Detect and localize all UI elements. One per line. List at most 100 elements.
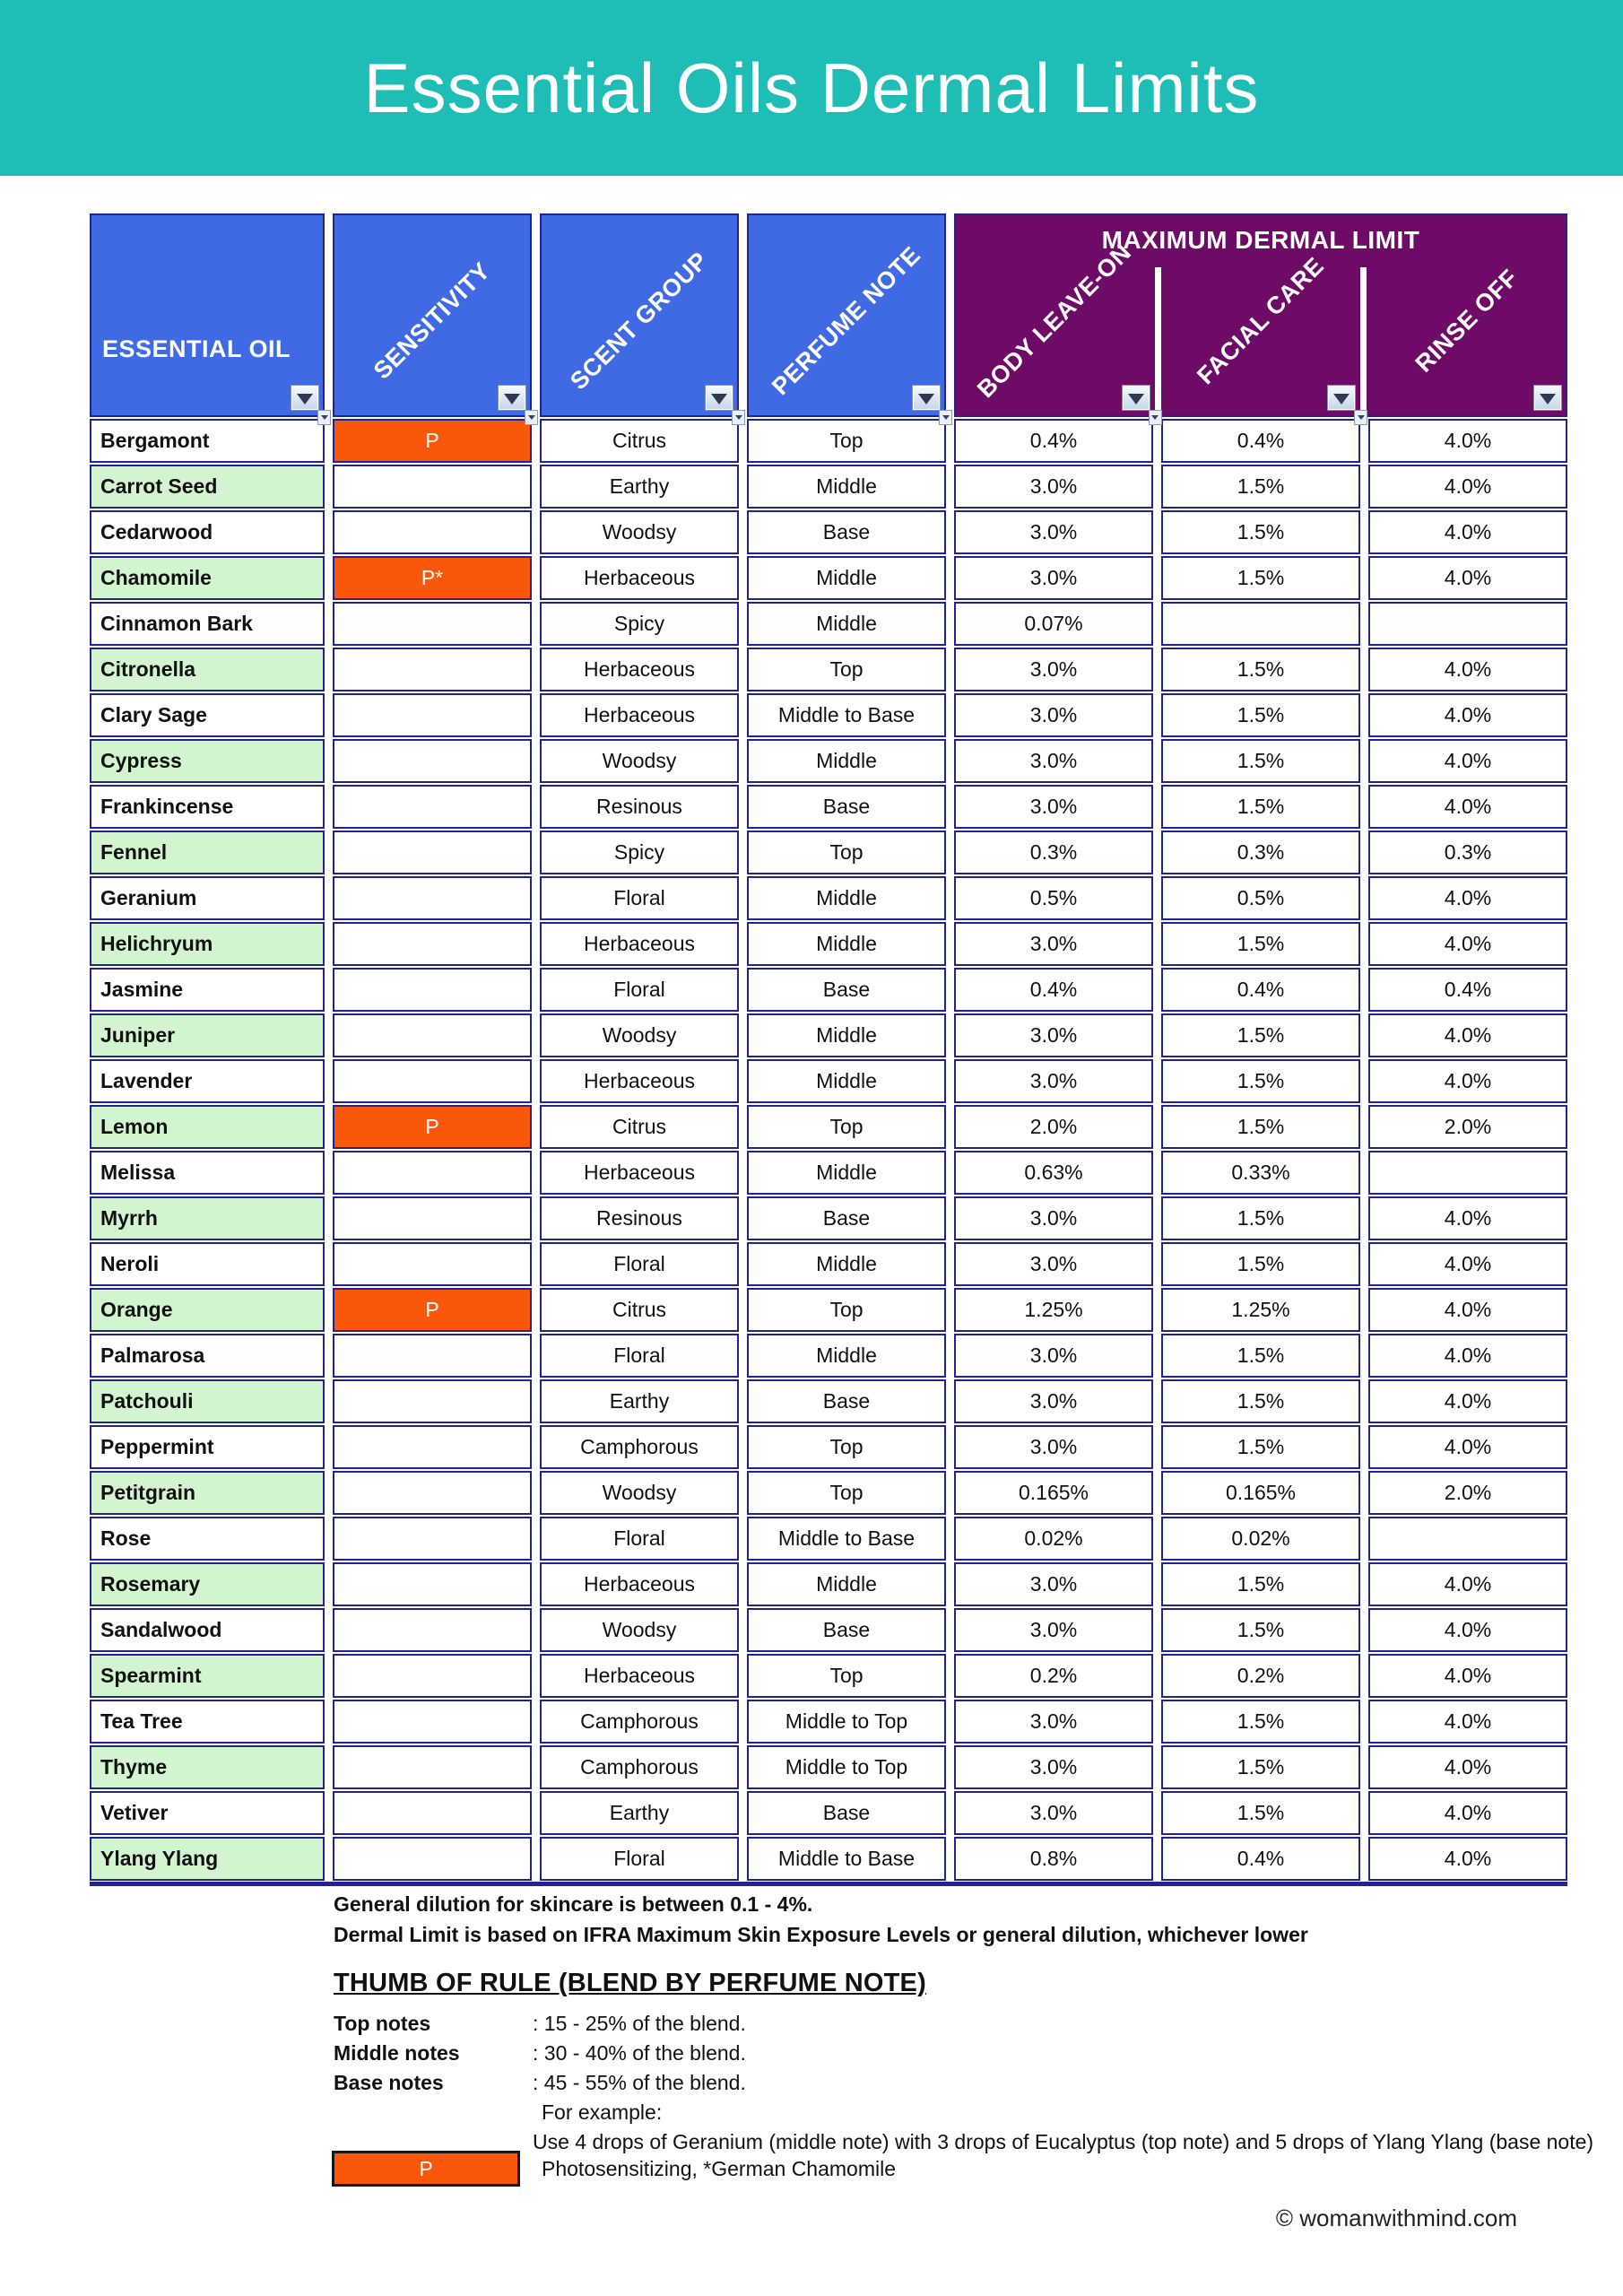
cell-perfume-note: Middle (747, 1242, 946, 1286)
column-header-label: SCENT GROUP (565, 247, 714, 396)
cell-body-leave-on: 3.0% (954, 1791, 1153, 1835)
cell-oil: Chamomile (90, 556, 325, 600)
cell-scent-group: Spicy (540, 602, 739, 646)
filter-mini-button[interactable] (1148, 410, 1162, 425)
cell-facial-care: 1.5% (1161, 739, 1360, 783)
cell-rinse-off: 4.0% (1368, 1288, 1567, 1332)
cell-scent-group: Earthy (540, 1379, 739, 1423)
cell-scent-group: Camphorous (540, 1745, 739, 1789)
title-banner: Essential Oils Dermal Limits (0, 0, 1623, 176)
cell-scent-group: Woodsy (540, 1608, 739, 1652)
cell-oil: Tea Tree (90, 1700, 325, 1744)
cell-body-leave-on: 3.0% (954, 648, 1153, 691)
cell-sensitivity (333, 1562, 532, 1606)
cell-facial-care: 1.25% (1161, 1288, 1360, 1332)
column-header-label: SENSITIVITY (368, 257, 496, 385)
cell-scent-group: Woodsy (540, 1013, 739, 1057)
note-value: : 15 - 25% of the blend. (533, 2012, 746, 2035)
cell-facial-care: 1.5% (1161, 1013, 1360, 1057)
cell-rinse-off: 2.0% (1368, 1105, 1567, 1149)
cell-perfume-note: Middle (747, 1334, 946, 1378)
filter-dropdown-button-rinse-off[interactable] (1533, 385, 1562, 411)
cell-perfume-note: Middle (747, 602, 946, 646)
cell-scent-group: Earthy (540, 465, 739, 509)
column-header-rinse-off: RINSE OFF (1360, 215, 1566, 415)
cell-scent-group: Herbaceous (540, 693, 739, 737)
column-group-maximum-dermal-limit: MAXIMUM DERMAL LIMIT BODY LEAVE-ON FACIA… (954, 213, 1567, 425)
cell-body-leave-on: 3.0% (954, 922, 1153, 966)
cell-sensitivity (333, 1151, 532, 1195)
cell-facial-care: 0.5% (1161, 876, 1360, 920)
cell-facial-care: 1.5% (1161, 1791, 1360, 1835)
cell-body-leave-on: 3.0% (954, 1334, 1153, 1378)
cell-sensitivity (333, 922, 532, 966)
group-subcolumns: BODY LEAVE-ON FACIAL CARE RINSE OFF (956, 215, 1566, 425)
cell-body-leave-on: 3.0% (954, 510, 1153, 554)
filter-dropdown-button-perfume-note[interactable] (912, 385, 941, 411)
cell-scent-group: Camphorous (540, 1425, 739, 1469)
triangle-down-icon (297, 393, 313, 404)
cell-sensitivity (333, 1608, 532, 1652)
cell-perfume-note: Top (747, 1425, 946, 1469)
triangle-down-icon (504, 393, 520, 404)
cell-rinse-off: 4.0% (1368, 1654, 1567, 1698)
cell-scent-group: Herbaceous (540, 1654, 739, 1698)
triangle-down-icon (918, 393, 934, 404)
filter-mini-button[interactable] (939, 410, 952, 425)
cell-oil: Neroli (90, 1242, 325, 1286)
filter-mini-button[interactable] (732, 410, 745, 425)
table-grid: ESSENTIAL OIL SENSITIVITY SCENT GROUP PE… (90, 213, 1567, 1881)
column-header-label: ESSENTIAL OIL (102, 335, 291, 362)
cell-oil: Thyme (90, 1745, 325, 1789)
cell-sensitivity (333, 648, 532, 691)
filter-dropdown-button-sensitivity[interactable] (498, 385, 526, 411)
cell-oil: Ylang Ylang (90, 1837, 325, 1881)
column-header-scent-group: SCENT GROUP (540, 213, 745, 425)
cell-perfume-note: Top (747, 419, 946, 463)
filter-dropdown-button-body-leave-on[interactable] (1121, 385, 1150, 411)
cell-facial-care: 1.5% (1161, 1059, 1360, 1103)
cell-perfume-note: Base (747, 1379, 946, 1423)
cell-rinse-off: 4.0% (1368, 1791, 1567, 1835)
cell-sensitivity (333, 831, 532, 874)
note-label: Base notes (334, 2071, 444, 2094)
filter-mini-button[interactable] (317, 410, 331, 425)
cell-body-leave-on: 0.8% (954, 1837, 1153, 1881)
cell-sensitivity (333, 1196, 532, 1240)
cell-perfume-note: Base (747, 1608, 946, 1652)
cell-perfume-note: Middle (747, 876, 946, 920)
cell-sensitivity (333, 785, 532, 829)
cell-sensitivity: P* (333, 556, 532, 600)
filter-mini-button[interactable] (1354, 410, 1368, 425)
cell-perfume-note: Middle (747, 922, 946, 966)
cell-rinse-off: 4.0% (1368, 1837, 1567, 1881)
filter-dropdown-button-essential-oil[interactable] (291, 385, 319, 411)
cell-oil: Geranium (90, 876, 325, 920)
legend-text: Photosensitizing, *German Chamomile (542, 2156, 897, 2180)
cell-body-leave-on: 0.07% (954, 602, 1153, 646)
filter-mini-button[interactable] (525, 410, 538, 425)
cell-body-leave-on: 3.0% (954, 1425, 1153, 1469)
cell-rinse-off: 4.0% (1368, 785, 1567, 829)
cell-sensitivity (333, 1745, 532, 1789)
cell-facial-care: 1.5% (1161, 1562, 1360, 1606)
cell-oil: Bergamont (90, 419, 325, 463)
cell-scent-group: Camphorous (540, 1700, 739, 1744)
cell-body-leave-on: 3.0% (954, 1379, 1153, 1423)
cell-perfume-note: Top (747, 648, 946, 691)
thumb-of-rule-heading: THUMB OF RULE (BLEND BY PERFUME NOTE) (334, 1969, 926, 1997)
cell-oil: Melissa (90, 1151, 325, 1195)
cell-oil: Helichryum (90, 922, 325, 966)
cell-perfume-note: Base (747, 1196, 946, 1240)
filter-dropdown-button-facial-care[interactable] (1327, 385, 1357, 411)
cell-facial-care: 0.02% (1161, 1517, 1360, 1561)
cell-body-leave-on: 0.63% (954, 1151, 1153, 1195)
cell-body-leave-on: 3.0% (954, 1745, 1153, 1789)
cell-rinse-off (1368, 1151, 1567, 1195)
cell-oil: Patchouli (90, 1379, 325, 1423)
example-label: For example: (542, 2100, 663, 2124)
cell-body-leave-on: 0.3% (954, 831, 1153, 874)
filter-dropdown-button-scent-group[interactable] (705, 385, 733, 411)
cell-body-leave-on: 0.5% (954, 876, 1153, 920)
cell-perfume-note: Middle to Base (747, 1517, 946, 1561)
